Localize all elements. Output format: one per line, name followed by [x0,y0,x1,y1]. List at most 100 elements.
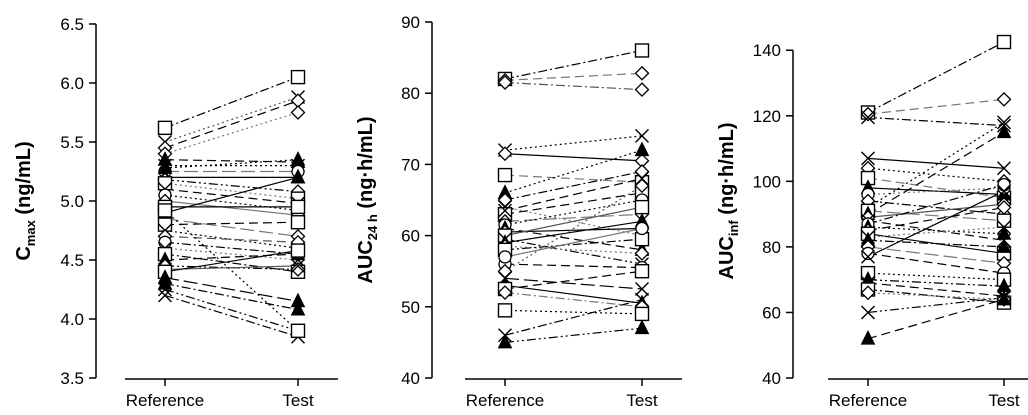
subject-line [867,279,1005,287]
y-tick-label: 5.5 [60,133,84,152]
y-tick-label: 100 [753,172,781,191]
y-tick-label: 4.5 [60,251,84,270]
marker-x [997,161,1011,176]
marker-triangle [497,333,513,349]
marker-diamond [634,82,650,98]
subject-line [164,96,299,143]
marker-diamond [290,262,306,277]
subject-line [867,167,1005,182]
marker-x [635,282,649,296]
subject-line [867,177,1005,199]
subject-line [164,218,299,237]
subject-line [504,178,643,212]
y-tick-label: 80 [762,238,781,257]
subject-line [164,288,299,332]
subject-line [504,185,643,272]
subject-line [867,239,1005,248]
y-tick-label: 90 [401,13,420,32]
subject-line [504,238,643,251]
y-tick-label: 5.0 [60,192,84,211]
marker-circle [635,221,649,236]
subject-line [867,210,1005,222]
subject-line [164,76,299,129]
marker-x [861,305,875,320]
x-tick-label-reference: Reference [126,391,204,410]
subject-line [164,200,299,216]
marker-triangle [860,330,876,345]
marker-triangle [996,290,1012,306]
subject-lines [867,41,1005,340]
subject-line [164,209,299,332]
subject-line [504,170,643,201]
marker-square [157,203,173,218]
subject-line [504,327,643,343]
marker-diamond [634,245,650,261]
subject-markers [157,69,306,344]
subject-line [164,253,299,273]
subject-line [164,194,299,212]
y-tick-label: 80 [401,84,420,103]
subject-line [504,206,643,237]
marker-square [290,199,306,215]
marker-x [158,288,172,303]
panel-auc24h: 40 50 60 70 80 90 Reference Test AUC24 h (ng·h/m… [355,13,682,410]
panel-aucinf: 40 60 80 100 120 140 Reference Test AUCinf (ng·h… [716,34,1028,410]
subject-line [164,241,299,255]
y-tick-label: 3.5 [60,369,84,388]
marker-x [997,115,1011,130]
marker-square [290,69,306,85]
subject-line [504,199,643,226]
marker-square [497,167,513,183]
marker-diamond [996,91,1012,107]
subject-line [164,253,299,261]
subject-line [867,282,1005,297]
y-axis-title: Cmax (ng/mL) [13,141,38,260]
subject-markers [497,43,650,349]
marker-square [634,306,650,322]
x-tick-label-test: Test [282,391,313,410]
marker-x [997,184,1011,199]
marker-triangle [290,168,306,184]
marker-diamond [634,65,650,81]
y-axis-title-unit: (ng/mL) [13,141,35,220]
subject-line [504,284,643,304]
marker-x [291,258,305,273]
subject-line [867,288,1005,304]
subject-line [504,263,643,269]
subject-line [164,100,299,149]
subject-line [867,190,1005,258]
subject-line [867,184,1005,225]
subject-line [867,131,1005,215]
subject-line [867,246,1005,264]
y-axis-title-main: AUC [355,240,377,283]
subject-line [164,188,299,204]
marker-square [996,34,1012,50]
x-tick-label-test: Test [626,391,657,410]
subject-line [867,272,1005,281]
subject-line [504,213,643,222]
marker-triangle [290,300,306,316]
y-axis-title: AUC24 h (ng·h/mL) [355,116,380,283]
marker-x [861,110,875,125]
marker-triangle [157,159,173,174]
marker-x [861,249,875,264]
y-axis-title-subscript: max [23,219,38,246]
y-tick-label: 70 [401,155,420,174]
y-tick-label: 140 [753,41,781,60]
marker-square [290,323,306,338]
marker-diamond [497,75,513,90]
subject-line [867,297,1005,314]
y-tick-label: 60 [401,227,420,246]
marker-triangle [996,238,1012,253]
subject-line [504,174,643,183]
subject-line [504,81,643,91]
subject-line [867,200,1005,215]
marker-x [635,128,649,143]
subject-line [504,153,643,162]
subject-line [504,220,643,244]
y-axis-title: AUCinf (ng·h/mL) [716,123,741,280]
y-tick-label: 120 [753,107,781,126]
marker-circle [997,177,1011,192]
marker-x [635,171,649,186]
subject-line [504,72,643,81]
